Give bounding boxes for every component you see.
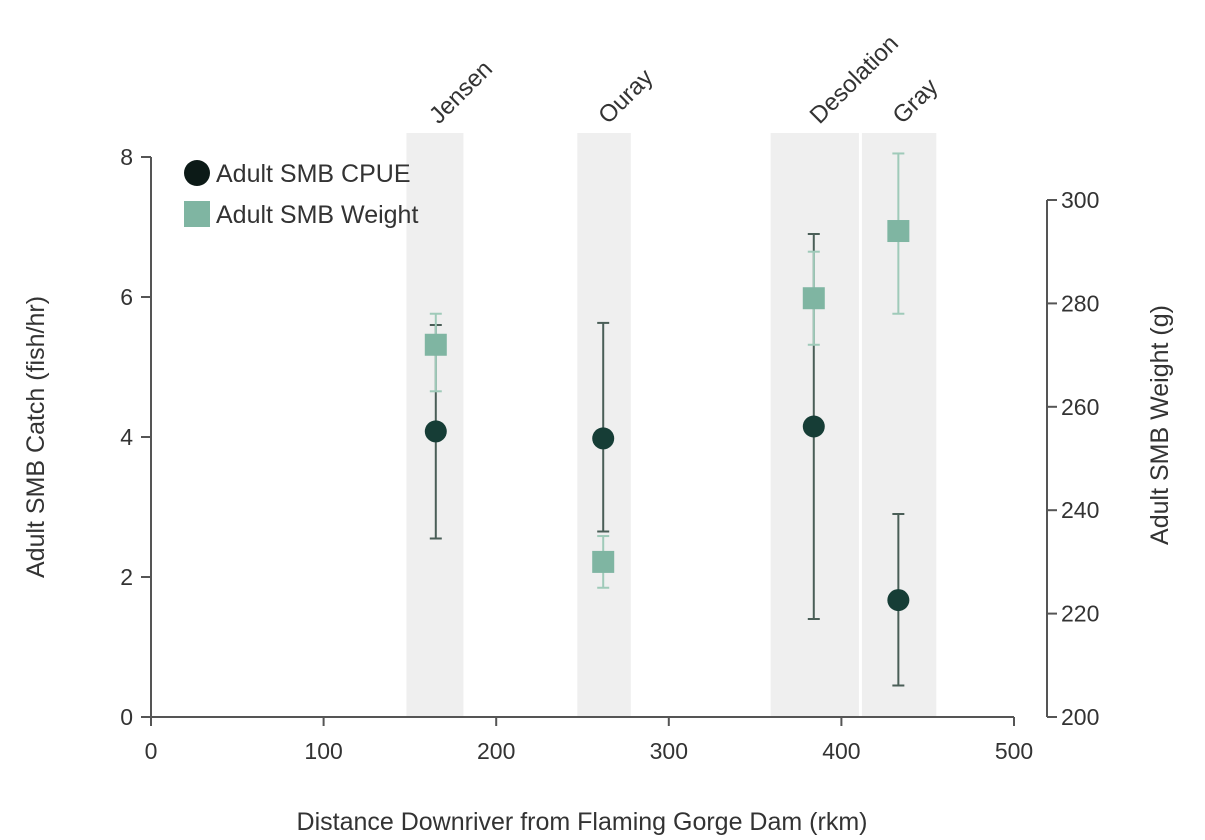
point-weight [424,333,447,356]
legend: Adult SMB CPUE Adult SMB Weight [184,160,418,229]
legend-label-cpue: Adult SMB CPUE [216,160,411,188]
y-axis-left-title: Adult SMB Catch (fish/hr) [22,296,50,578]
x-tick-label: 100 [304,738,342,764]
point-weight [592,550,615,573]
legend-marker-weight [184,201,210,227]
region-label-gray: Gray [888,73,944,129]
x-tick-label: 0 [145,738,158,764]
point-cpue [802,415,825,438]
data-points [424,220,910,612]
y-left-tick-label: 0 [120,704,133,730]
x-tick-label: 400 [822,738,860,764]
point-cpue [887,589,910,612]
point-weight [802,287,825,310]
region-label-desolation: Desolation [805,30,904,129]
point-weight [887,220,910,243]
y-right-tick-label: 240 [1061,497,1099,523]
y-right-tick-label: 200 [1061,704,1099,730]
x-tick-label: 200 [477,738,515,764]
legend-marker-cpue [184,160,210,186]
y-right-tick-label: 280 [1061,290,1099,316]
x-tick-label: 300 [650,738,688,764]
y-left-tick-label: 2 [120,564,133,590]
point-cpue [424,420,447,443]
x-tick-label: 500 [995,738,1033,764]
point-cpue [592,427,615,450]
y-left-tick-label: 8 [120,144,133,170]
y-right-tick-label: 260 [1061,394,1099,420]
x-axis-title: Distance Downriver from Flaming Gorge Da… [297,808,868,836]
y-right-tick-label: 220 [1061,601,1099,627]
region-label-jensen: Jensen [424,55,498,129]
axes: 0 100 200 300 400 500 0 2 4 6 8 200 220 240 260 280 300 [120,144,1099,764]
legend-label-weight: Adult SMB Weight [216,201,418,229]
y-left-tick-label: 4 [120,424,133,450]
y-left-tick-label: 6 [120,284,133,310]
y-right-tick-label: 300 [1061,187,1099,213]
region-label-ouray: Ouray [593,64,658,129]
y-axis-right-title: Adult SMB Weight (g) [1146,305,1174,545]
